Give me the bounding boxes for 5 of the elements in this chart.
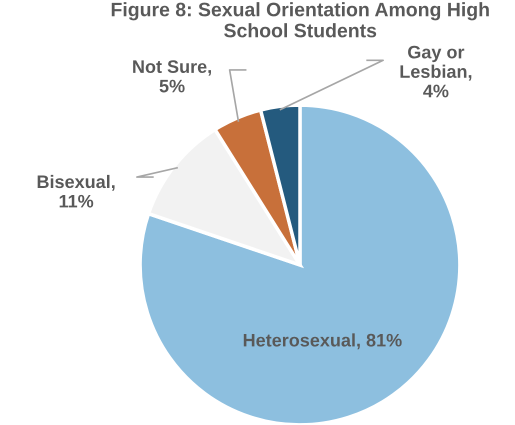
slice-label: Bisexual, 11%	[38, 174, 115, 208]
chart-title: Figure 8: Sexual Orientation Among High School Students	[112, 2, 489, 38]
slice-label: Heterosexual, 81%	[244, 333, 402, 350]
slice-label: Gay or Lesbian, 4%	[400, 46, 472, 98]
slice-label: Not Sure, 5%	[133, 60, 211, 92]
